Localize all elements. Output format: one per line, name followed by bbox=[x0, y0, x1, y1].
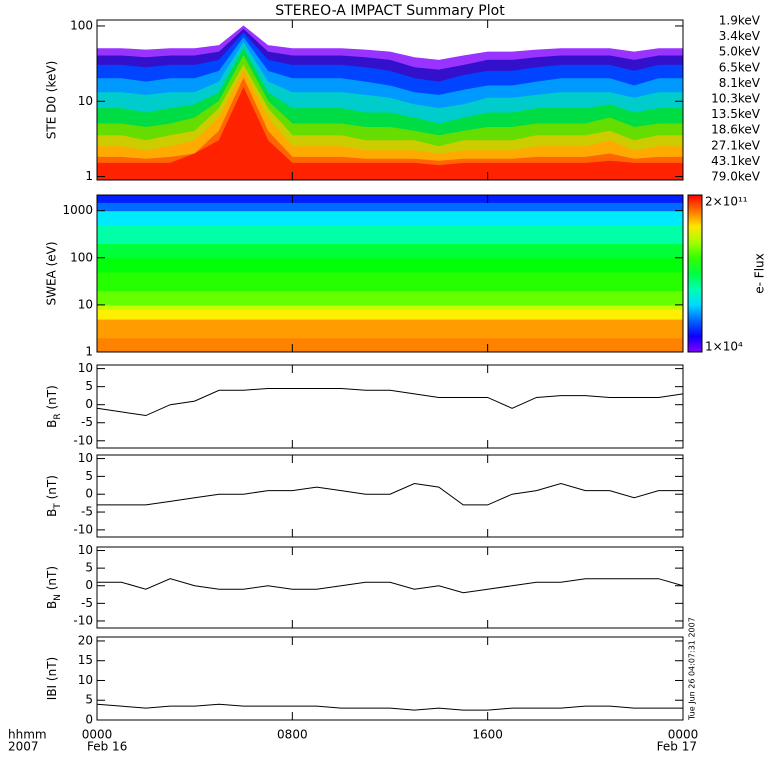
flux-band bbox=[97, 257, 683, 273]
y-tick-label: 10 bbox=[78, 543, 93, 557]
y-axis-title-part: R bbox=[53, 413, 63, 419]
field-line bbox=[97, 483, 683, 506]
y-tick-label: 1 bbox=[85, 345, 93, 359]
y-tick-label: 0 bbox=[85, 713, 93, 727]
y-tick-label: -10 bbox=[73, 522, 93, 536]
flux-band bbox=[97, 210, 683, 226]
legend-entry: 5.0keV bbox=[719, 45, 761, 59]
year-label: 2007 bbox=[8, 740, 39, 754]
y-axis-title-part: (nT) bbox=[45, 385, 59, 413]
y-axis-title: BT (nT) bbox=[45, 475, 63, 517]
x-tick-label: 0000 bbox=[82, 728, 113, 742]
y-tick-label: 5 bbox=[85, 693, 93, 707]
flux-band bbox=[97, 202, 683, 212]
area-group bbox=[97, 25, 683, 180]
y-tick-label: -5 bbox=[81, 415, 93, 429]
y-tick-label: -10 bbox=[73, 613, 93, 627]
y-tick-label: 10 bbox=[78, 451, 93, 465]
y-tick-label: -5 bbox=[81, 505, 93, 519]
y-axis-title-part: (nT) bbox=[45, 475, 59, 503]
flux-band bbox=[97, 337, 683, 353]
panel-frame bbox=[96, 636, 684, 721]
y-tick-label: 5 bbox=[85, 561, 93, 575]
y-axis-title: SWEA (eV) bbox=[45, 241, 59, 305]
y-tick-label: -10 bbox=[73, 433, 93, 447]
flux-band bbox=[97, 304, 683, 310]
y-axis-title: STE D0 (keV) bbox=[45, 61, 59, 140]
y-tick-label: 1000 bbox=[62, 203, 93, 217]
colorbar-title: e- Flux bbox=[753, 253, 767, 293]
end-date: Feb 17 bbox=[657, 740, 697, 754]
y-axis-title: BN (nT) bbox=[45, 566, 63, 609]
y-tick-label: 5 bbox=[85, 379, 93, 393]
y-axis-title: IBI (nT) bbox=[45, 657, 59, 700]
y-axis-title-part: IBI (nT) bbox=[45, 657, 59, 700]
y-tick-label: 0 bbox=[85, 397, 93, 411]
colorbar-label: 2×10¹¹ bbox=[705, 195, 748, 209]
flux-band bbox=[97, 319, 683, 339]
legend-entry: 3.4keV bbox=[719, 29, 761, 43]
colorbar bbox=[687, 194, 703, 353]
chart-title: STEREO-A IMPACT Summary Plot bbox=[275, 3, 505, 19]
y-tick-label: 20 bbox=[78, 633, 93, 647]
colorbar-label: 1×10⁴ bbox=[705, 340, 743, 354]
legend-entry: 10.3keV bbox=[711, 92, 761, 106]
y-tick-label: 10 bbox=[78, 361, 93, 375]
panel-frame bbox=[96, 364, 684, 449]
flux-band bbox=[97, 271, 683, 292]
y-axis-title-part: N bbox=[53, 594, 63, 601]
legend-entry: 1.9keV bbox=[719, 14, 761, 28]
y-axis-title: BR (nT) bbox=[45, 385, 63, 428]
y-tick-label: 5 bbox=[85, 469, 93, 483]
field-line bbox=[97, 578, 684, 594]
legend-entry: 6.5keV bbox=[719, 60, 761, 74]
flux-band bbox=[97, 290, 683, 306]
y-axis-title-part: (nT) bbox=[45, 566, 59, 594]
channel-area bbox=[97, 87, 683, 180]
x-tick-label: 0800 bbox=[277, 728, 308, 742]
y-tick-label: 10 bbox=[78, 297, 93, 311]
legend-entry: 27.1keV bbox=[711, 138, 761, 152]
panel-frame bbox=[96, 546, 684, 629]
y-tick-label: 10 bbox=[78, 94, 93, 108]
y-tick-label: 0 bbox=[85, 487, 93, 501]
legend-entry: 43.1keV bbox=[711, 154, 761, 168]
field-line bbox=[96, 387, 684, 417]
legend-entry: 79.0keV bbox=[711, 170, 761, 184]
y-tick-label: 100 bbox=[70, 250, 93, 264]
x-tick-label: 0000 bbox=[668, 728, 699, 742]
timestamp: Tue Jun 26 04:07:31 2007 bbox=[688, 617, 697, 721]
field-line bbox=[96, 703, 683, 711]
panel-frame bbox=[96, 19, 684, 181]
legend-entry: 18.6keV bbox=[711, 123, 761, 137]
y-axis-title-part: B bbox=[45, 509, 59, 517]
flux-band bbox=[97, 195, 683, 203]
time-format-label: hhmm bbox=[8, 728, 47, 742]
y-axis-title-part: B bbox=[45, 420, 59, 428]
panel-frame bbox=[96, 194, 684, 353]
y-axis-title-part: T bbox=[53, 503, 63, 510]
flux-band bbox=[97, 224, 683, 245]
panel-frame bbox=[96, 454, 684, 538]
y-tick-label: 1 bbox=[85, 169, 93, 183]
legend-entry: 13.5keV bbox=[711, 107, 761, 121]
y-tick-label: 10 bbox=[78, 673, 93, 687]
flux-band bbox=[97, 243, 683, 259]
y-tick-label: -5 bbox=[81, 596, 93, 610]
y-tick-label: 0 bbox=[85, 578, 93, 592]
start-date: Feb 16 bbox=[87, 740, 127, 754]
x-tick-label: 1600 bbox=[472, 728, 503, 742]
y-tick-label: 15 bbox=[78, 653, 93, 667]
legend-entry: 8.1keV bbox=[719, 76, 761, 90]
y-tick-label: 100 bbox=[70, 18, 93, 32]
y-axis-title-part: B bbox=[45, 601, 59, 609]
flux-band bbox=[97, 309, 683, 320]
